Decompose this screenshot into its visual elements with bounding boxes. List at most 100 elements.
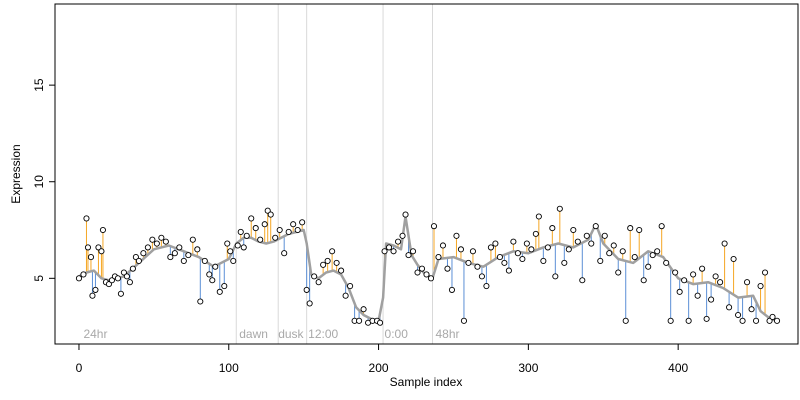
observed-point xyxy=(264,207,271,214)
observed-point xyxy=(299,219,306,226)
observed-point xyxy=(478,273,485,280)
observed-point xyxy=(717,279,724,286)
observed-point xyxy=(523,240,530,247)
observed-point xyxy=(474,263,481,270)
observed-point xyxy=(248,215,255,222)
observed-point xyxy=(544,244,551,251)
observed-point xyxy=(570,226,577,234)
y-tick-label: 5 xyxy=(32,275,46,282)
observed-point xyxy=(167,254,174,261)
observed-point xyxy=(631,254,638,261)
observed-point xyxy=(583,232,590,239)
observed-point xyxy=(381,248,388,255)
observed-point xyxy=(227,248,234,255)
observed-point xyxy=(197,298,204,305)
observed-point xyxy=(171,250,178,257)
observed-point xyxy=(402,211,409,218)
observed-point xyxy=(427,275,435,282)
observed-point xyxy=(333,259,340,266)
observed-point xyxy=(681,277,688,284)
observed-point xyxy=(619,248,626,255)
observed-point xyxy=(739,317,746,324)
observed-point xyxy=(114,275,121,282)
observed-point xyxy=(505,267,512,274)
observed-point xyxy=(627,225,634,232)
observed-point xyxy=(75,275,83,282)
observed-point xyxy=(699,265,706,272)
observed-point xyxy=(386,244,393,251)
observed-point xyxy=(123,273,130,280)
observed-point xyxy=(320,261,327,268)
observed-point xyxy=(574,238,581,245)
observed-point xyxy=(315,279,322,286)
observed-point xyxy=(465,259,472,266)
observed-point xyxy=(579,277,586,284)
observed-point xyxy=(430,223,438,230)
observed-points-layer xyxy=(75,205,781,326)
observed-point xyxy=(753,317,760,324)
observed-point xyxy=(201,257,208,264)
observed-point xyxy=(552,273,559,280)
observed-point xyxy=(117,290,124,297)
observed-point xyxy=(306,300,313,307)
observed-point xyxy=(221,282,228,290)
observed-point xyxy=(640,277,647,284)
observed-point xyxy=(685,317,692,324)
phase-label: 24hr xyxy=(83,327,107,341)
observed-point xyxy=(324,257,331,264)
observed-point xyxy=(234,242,241,249)
observed-point xyxy=(394,238,402,245)
observed-point xyxy=(610,242,617,249)
observed-point xyxy=(126,279,133,286)
observed-point xyxy=(457,246,465,253)
observed-point xyxy=(439,242,447,249)
observed-point xyxy=(338,267,345,274)
observed-point xyxy=(120,269,127,276)
observed-point xyxy=(83,215,90,222)
observed-point xyxy=(281,250,288,257)
fitted-curve xyxy=(78,215,777,323)
observed-point xyxy=(761,269,769,276)
observed-point xyxy=(87,254,95,261)
observed-point xyxy=(390,248,397,255)
observed-point xyxy=(766,317,773,324)
observed-point xyxy=(435,254,442,261)
phase-label: dusk xyxy=(278,327,304,341)
observed-point xyxy=(405,252,412,259)
observed-point xyxy=(418,265,426,272)
observed-point xyxy=(667,317,674,324)
observed-point xyxy=(556,205,563,212)
observed-point xyxy=(597,257,604,264)
observed-point xyxy=(180,257,187,264)
observed-point xyxy=(267,211,274,218)
observed-point xyxy=(209,277,216,284)
observed-point xyxy=(773,317,781,324)
observed-point xyxy=(514,250,521,257)
observed-point xyxy=(444,265,451,272)
observed-point xyxy=(658,223,665,230)
observed-point xyxy=(342,292,349,299)
observed-point xyxy=(105,281,112,288)
observed-point xyxy=(311,273,318,280)
observed-point xyxy=(149,236,156,243)
observed-point xyxy=(99,226,106,234)
observed-point xyxy=(487,244,494,251)
x-tick-label: 300 xyxy=(518,361,538,375)
observed-point xyxy=(194,246,201,253)
observed-point xyxy=(535,213,542,220)
observed-point xyxy=(347,282,354,290)
observed-point xyxy=(748,306,755,313)
observed-point xyxy=(377,319,384,326)
observed-point xyxy=(549,225,556,232)
observed-point xyxy=(89,292,96,299)
observed-point xyxy=(654,248,661,255)
observed-point xyxy=(92,286,99,293)
observed-point xyxy=(636,226,643,234)
observed-point xyxy=(108,277,115,284)
observed-point xyxy=(240,244,247,251)
observed-point xyxy=(492,240,499,247)
observed-point xyxy=(565,246,572,253)
observed-point xyxy=(588,240,595,247)
axis-layer: 0 100 200 300 400 5 10 15 xyxy=(32,78,688,375)
observed-point xyxy=(735,311,742,319)
